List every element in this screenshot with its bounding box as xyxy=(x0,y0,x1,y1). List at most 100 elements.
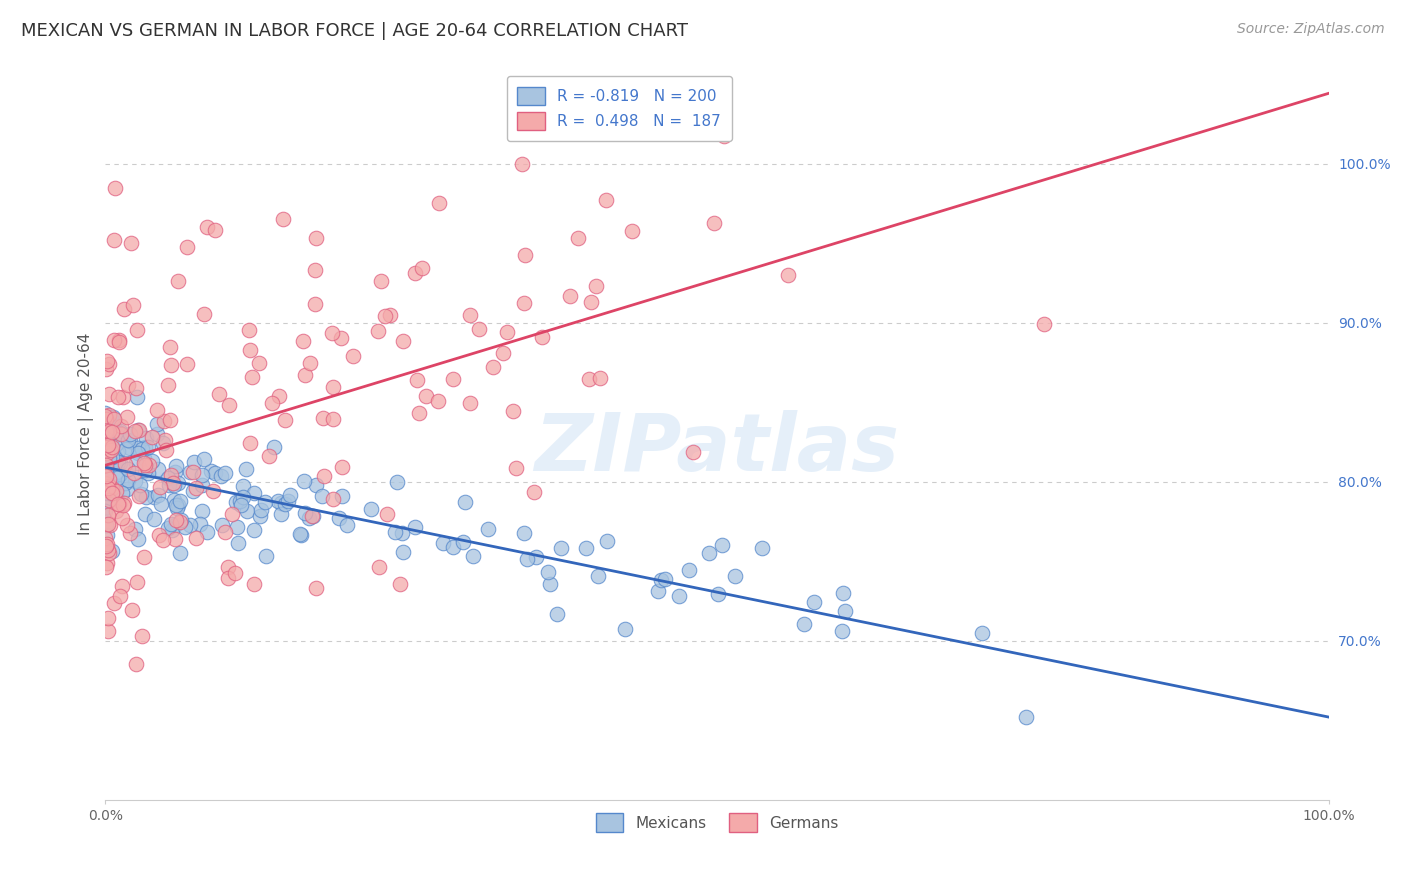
Point xyxy=(108,424,131,438)
Point xyxy=(94,441,117,455)
Point xyxy=(97,516,120,531)
Point xyxy=(94,440,117,454)
Point xyxy=(328,510,350,524)
Point xyxy=(160,517,183,532)
Point xyxy=(100,440,122,454)
Point xyxy=(94,424,117,438)
Point xyxy=(157,478,180,492)
Point xyxy=(104,451,127,466)
Point xyxy=(273,413,295,427)
Point xyxy=(96,412,118,426)
Point xyxy=(125,456,148,470)
Point xyxy=(142,512,165,526)
Point xyxy=(156,471,179,485)
Point xyxy=(112,496,135,510)
Point xyxy=(128,489,150,503)
Point xyxy=(225,520,247,534)
Point xyxy=(96,440,118,454)
Y-axis label: In Labor Force | Age 20-64: In Labor Force | Age 20-64 xyxy=(79,333,94,535)
Point xyxy=(121,603,143,617)
Point xyxy=(304,297,326,311)
Point xyxy=(167,498,190,512)
Point xyxy=(110,427,132,442)
Point xyxy=(193,307,215,321)
Point xyxy=(408,406,430,420)
Legend: Mexicans, Germans: Mexicans, Germans xyxy=(588,805,846,839)
Point xyxy=(188,517,211,532)
Point xyxy=(117,377,139,392)
Point xyxy=(103,419,125,434)
Point xyxy=(374,309,396,323)
Point xyxy=(567,231,589,245)
Point xyxy=(314,469,336,483)
Point xyxy=(110,425,132,440)
Point xyxy=(141,454,163,468)
Point xyxy=(111,390,134,404)
Point xyxy=(505,460,527,475)
Point xyxy=(613,623,636,637)
Point xyxy=(195,219,218,234)
Point xyxy=(96,474,118,488)
Point xyxy=(120,442,142,456)
Point xyxy=(115,482,138,496)
Point xyxy=(97,429,120,443)
Point xyxy=(96,483,118,497)
Point xyxy=(277,493,299,508)
Point xyxy=(250,502,273,516)
Point xyxy=(406,373,429,387)
Point xyxy=(191,468,214,483)
Point xyxy=(342,350,364,364)
Point xyxy=(105,471,128,485)
Point xyxy=(650,573,672,587)
Point xyxy=(163,478,186,492)
Point xyxy=(169,515,191,529)
Point xyxy=(105,492,128,507)
Point xyxy=(94,500,117,515)
Point xyxy=(96,477,118,491)
Point xyxy=(131,486,153,500)
Point xyxy=(458,308,481,322)
Point xyxy=(311,489,333,503)
Point xyxy=(458,396,481,410)
Point xyxy=(131,629,153,643)
Point xyxy=(392,334,415,348)
Point xyxy=(165,458,187,473)
Point xyxy=(176,240,198,254)
Point xyxy=(94,504,117,518)
Point xyxy=(972,626,994,640)
Point xyxy=(262,395,284,409)
Point xyxy=(392,545,415,559)
Point xyxy=(115,517,138,532)
Point xyxy=(228,536,250,550)
Point xyxy=(238,323,260,337)
Point xyxy=(155,442,177,457)
Point xyxy=(103,429,125,443)
Point xyxy=(96,482,118,496)
Point xyxy=(193,452,215,467)
Point xyxy=(96,446,118,460)
Point xyxy=(1015,709,1038,723)
Point xyxy=(100,543,122,558)
Point xyxy=(585,278,607,293)
Point xyxy=(404,520,426,534)
Point xyxy=(97,418,120,433)
Point xyxy=(184,531,207,545)
Point xyxy=(163,465,186,479)
Point xyxy=(699,546,721,560)
Point xyxy=(110,486,132,500)
Point xyxy=(124,475,146,489)
Point xyxy=(97,624,120,639)
Point xyxy=(108,333,131,347)
Point xyxy=(115,442,138,456)
Point xyxy=(117,409,139,424)
Point xyxy=(224,566,246,580)
Point xyxy=(218,398,240,412)
Point xyxy=(111,510,134,524)
Point xyxy=(148,528,170,542)
Point xyxy=(118,434,141,449)
Point xyxy=(135,431,157,445)
Point xyxy=(360,501,382,516)
Point xyxy=(575,541,598,555)
Point xyxy=(831,624,853,639)
Point xyxy=(550,541,572,555)
